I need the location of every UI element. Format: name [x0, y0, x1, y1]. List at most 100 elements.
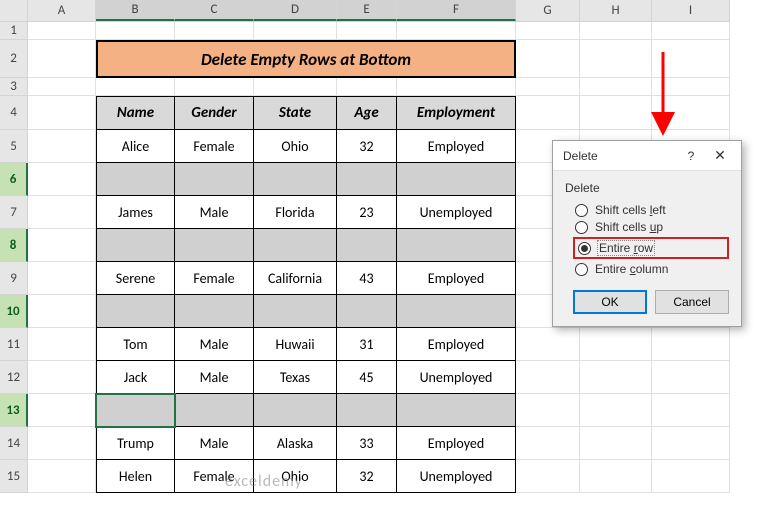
table-cell[interactable]: Serene — [96, 262, 175, 295]
table-cell[interactable]: Employed — [397, 130, 516, 163]
table-cell[interactable] — [175, 295, 254, 328]
col-header-F[interactable]: F — [397, 0, 516, 21]
table-cell[interactable]: Texas — [254, 361, 337, 394]
table-cell[interactable] — [337, 394, 397, 427]
table-cell[interactable]: Female — [175, 130, 254, 163]
cell[interactable] — [580, 460, 652, 493]
cell[interactable] — [337, 22, 397, 40]
table-cell[interactable]: Unemployed — [397, 460, 516, 493]
cell[interactable] — [28, 427, 96, 460]
table-cell[interactable] — [96, 163, 175, 196]
col-header-H[interactable]: H — [580, 0, 652, 21]
table-cell[interactable] — [397, 394, 516, 427]
row-header-12[interactable]: 12 — [0, 361, 28, 394]
cell[interactable] — [28, 22, 96, 40]
table-cell[interactable]: Employed — [397, 427, 516, 460]
cell[interactable] — [28, 295, 96, 328]
table-cell[interactable]: Alaska — [254, 427, 337, 460]
table-cell[interactable]: Jack — [96, 361, 175, 394]
cell[interactable] — [28, 262, 96, 295]
table-cell[interactable]: 23 — [337, 196, 397, 229]
col-header-I[interactable]: I — [652, 0, 730, 21]
cell[interactable] — [652, 394, 730, 427]
row-header-15[interactable]: 15 — [0, 460, 28, 493]
col-header-D[interactable]: D — [254, 0, 337, 21]
cell[interactable] — [580, 427, 652, 460]
th-state[interactable]: State — [254, 96, 337, 130]
table-cell[interactable] — [254, 295, 337, 328]
table-cell[interactable]: Tom — [96, 328, 175, 361]
table-cell[interactable]: Ohio — [254, 460, 337, 493]
cell[interactable] — [175, 22, 254, 40]
cell[interactable] — [516, 427, 580, 460]
cell[interactable] — [28, 328, 96, 361]
table-cell[interactable]: 32 — [337, 130, 397, 163]
table-cell[interactable]: Unemployed — [397, 361, 516, 394]
row-header-5[interactable]: 5 — [0, 130, 28, 163]
row-header-1[interactable]: 1 — [0, 22, 28, 40]
cell[interactable] — [516, 40, 580, 78]
table-cell[interactable] — [254, 394, 337, 427]
col-header-B[interactable]: B — [96, 0, 175, 21]
table-cell[interactable]: 32 — [337, 460, 397, 493]
cell[interactable] — [28, 130, 96, 163]
table-cell[interactable]: Ohio — [254, 130, 337, 163]
table-cell[interactable]: Male — [175, 427, 254, 460]
cell[interactable] — [516, 78, 580, 96]
table-cell[interactable]: Male — [175, 328, 254, 361]
radio-shift-up[interactable]: Shift cells up — [575, 220, 729, 234]
table-cell[interactable]: James — [96, 196, 175, 229]
table-cell[interactable] — [337, 163, 397, 196]
table-cell[interactable] — [175, 163, 254, 196]
table-cell[interactable] — [175, 229, 254, 262]
cell[interactable] — [652, 22, 730, 40]
cell[interactable] — [254, 22, 337, 40]
table-cell[interactable] — [337, 295, 397, 328]
th-gender[interactable]: Gender — [175, 96, 254, 130]
row-header-3[interactable]: 3 — [0, 78, 28, 96]
cell[interactable] — [28, 460, 96, 493]
table-cell[interactable]: 31 — [337, 328, 397, 361]
row-header-7[interactable]: 7 — [0, 196, 28, 229]
table-cell[interactable] — [337, 229, 397, 262]
table-cell[interactable] — [96, 394, 175, 427]
cell[interactable] — [28, 40, 96, 78]
cell[interactable] — [516, 394, 580, 427]
table-cell[interactable]: Female — [175, 262, 254, 295]
table-cell[interactable] — [96, 295, 175, 328]
table-cell[interactable]: 45 — [337, 361, 397, 394]
cell[interactable] — [580, 22, 652, 40]
table-cell[interactable]: Male — [175, 196, 254, 229]
cell[interactable] — [28, 394, 96, 427]
cell[interactable] — [516, 361, 580, 394]
table-cell[interactable]: Female — [175, 460, 254, 493]
cell[interactable] — [28, 361, 96, 394]
cell[interactable] — [580, 361, 652, 394]
table-cell[interactable]: Huwaii — [254, 328, 337, 361]
dialog-titlebar[interactable]: Delete ? ✕ — [553, 141, 741, 171]
col-header-A[interactable]: A — [28, 0, 96, 21]
row-header-2[interactable]: 2 — [0, 40, 28, 78]
table-cell[interactable]: Helen — [96, 460, 175, 493]
cell[interactable] — [28, 196, 96, 229]
cell[interactable] — [96, 78, 175, 96]
table-cell[interactable]: Unemployed — [397, 196, 516, 229]
row-header-6[interactable]: 6 — [0, 163, 28, 196]
row-header-13[interactable]: 13 — [0, 394, 28, 427]
table-cell[interactable] — [254, 163, 337, 196]
table-cell[interactable] — [397, 295, 516, 328]
th-age[interactable]: Age — [337, 96, 397, 130]
cell[interactable] — [516, 328, 580, 361]
table-cell[interactable] — [254, 229, 337, 262]
radio-entire-row[interactable]: Entire row — [578, 241, 724, 255]
table-cell[interactable]: Male — [175, 361, 254, 394]
ok-button[interactable]: OK — [573, 290, 647, 314]
cell[interactable] — [175, 78, 254, 96]
cell[interactable] — [652, 460, 730, 493]
cell[interactable] — [652, 328, 730, 361]
radio-shift-left[interactable]: Shift cells left — [575, 203, 729, 217]
row-header-8[interactable]: 8 — [0, 229, 28, 262]
table-cell[interactable]: Employed — [397, 262, 516, 295]
col-header-C[interactable]: C — [175, 0, 254, 21]
table-cell[interactable]: Alice — [96, 130, 175, 163]
